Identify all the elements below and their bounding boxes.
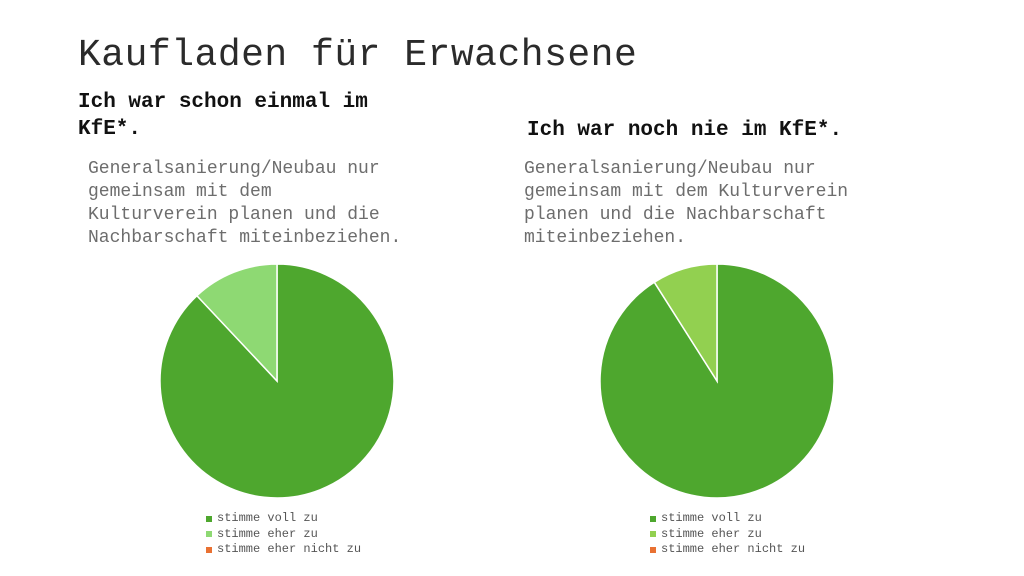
left-pie-chart [159,263,395,499]
right-pie-chart [599,263,835,499]
right-chart-heading: Ich war noch nie im KfE*. [527,119,843,142]
left-legend-item-3: stimme eher nicht zu [206,542,361,558]
right-subtitle-line-3: planen und die Nachbarschaft [524,205,827,225]
right-legend-label-2: stimme eher zu [661,526,762,541]
left-legend-swatch-1 [206,515,212,522]
right-legend-item-3: stimme eher nicht zu [650,542,805,558]
right-legend-label-1: stimme voll zu [661,511,762,525]
right-subtitle-line-4: miteinbeziehen. [524,228,687,248]
left-legend-swatch-3 [206,546,212,553]
left-chart-heading: Ich war schon einmal im KfE*. [78,89,368,143]
left-pie-slice-2 [195,263,278,383]
left-pie-legend: stimme voll zu stimme eher zu stimme eher … [206,511,361,558]
left-chart-subtitle: Generalsanierung/Neubau nur gemeinsam mi… [88,158,401,250]
right-legend-item-2: stimme eher zu [650,527,805,543]
left-legend-label-2: stimme eher zu [217,526,318,541]
right-legend-label-3: stimme eher nicht zu [661,542,806,556]
left-subtitle-line-4: Nachbarschaft miteinbeziehen. [88,228,402,248]
right-legend-swatch-3 [650,546,656,553]
left-subtitle-line-1: Generalsanierung/Neubau nur [88,159,380,179]
left-legend-label-3: stimme eher nicht zu [217,542,362,556]
left-subtitle-line-3: Kulturverein planen und die [88,205,380,225]
left-legend-label-1: stimme voll zu [217,511,318,525]
left-heading-line-1: Ich war schon einmal im [78,91,368,114]
right-legend-swatch-1 [650,515,656,522]
left-subtitle-line-2: gemeinsam mit dem [88,182,272,202]
page-title: Kaufladen für Erwachsene [78,34,638,77]
right-pie-slice-2 [653,263,718,384]
right-legend-item-1: stimme voll zu [650,511,805,527]
left-legend-swatch-2 [206,531,212,538]
right-subtitle-line-2: gemeinsam mit dem Kulturverein [524,182,849,202]
right-subtitle-line-1: Generalsanierung/Neubau nur [524,159,816,179]
left-legend-item-2: stimme eher zu [206,527,361,543]
right-pie-legend: stimme voll zu stimme eher zu stimme eher … [650,511,805,558]
left-heading-line-2: KfE*. [78,118,142,141]
left-legend-item-1: stimme voll zu [206,511,361,527]
right-chart-subtitle: Generalsanierung/Neubau nur gemeinsam mi… [524,158,848,250]
right-legend-swatch-2 [650,531,656,538]
